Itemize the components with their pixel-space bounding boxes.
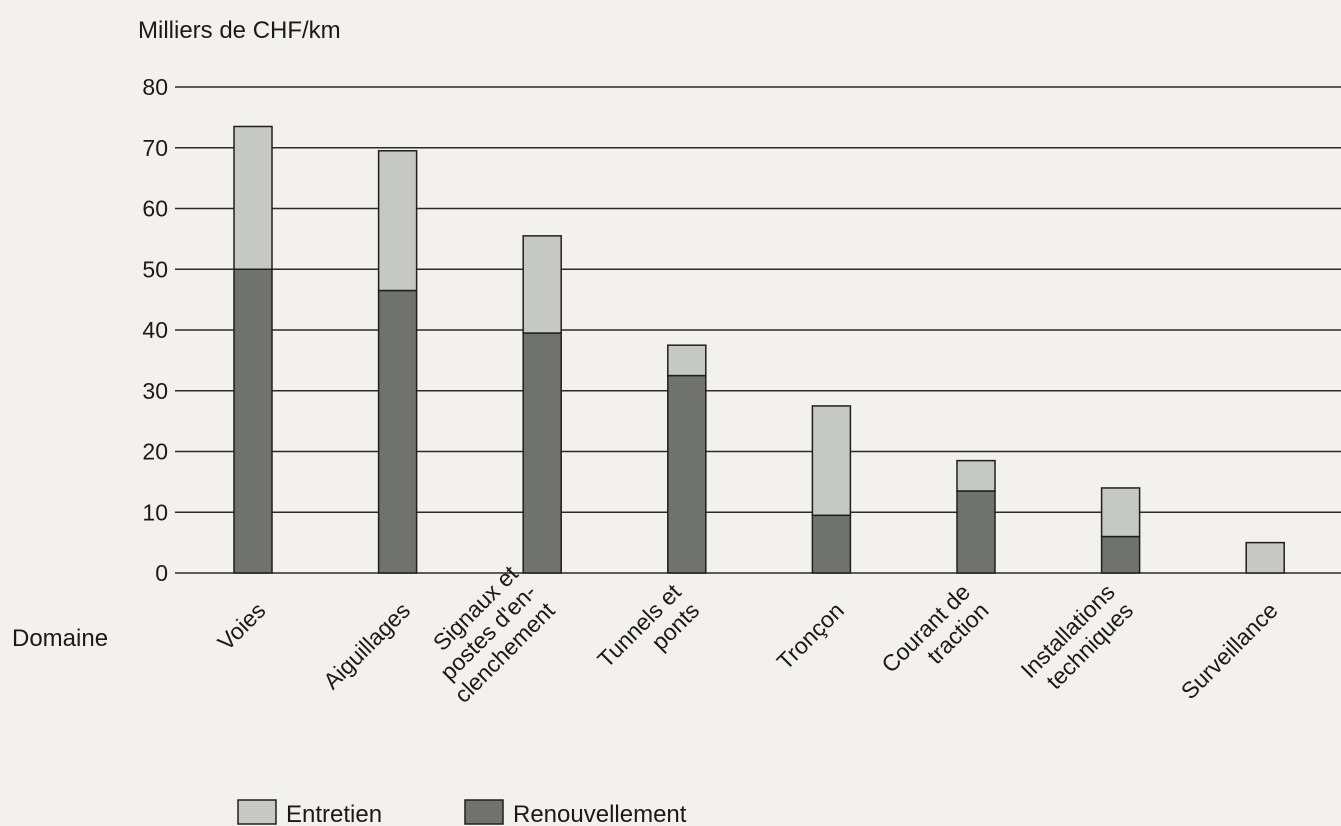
bar-segment-renouvellement bbox=[522, 332, 562, 574]
legend-label-entretien: Entretien bbox=[286, 801, 382, 826]
bar-segment-renouvellement bbox=[377, 289, 418, 574]
category-label: Tronçon bbox=[771, 597, 848, 674]
y-tick-label: 60 bbox=[142, 196, 168, 222]
y-tick-labels: 0 10 20 30 40 50 60 70 80 bbox=[142, 74, 168, 586]
y-tick-label: 30 bbox=[142, 378, 168, 404]
legend: Entretien Renouvellement bbox=[237, 799, 687, 826]
bar-segment-renouvellement bbox=[811, 514, 852, 574]
category-label: Surveillance bbox=[1176, 597, 1283, 704]
y-axis-title: Milliers de CHF/km bbox=[138, 17, 341, 44]
category-label-line: Tronçon bbox=[771, 597, 848, 674]
y-tick-label: 50 bbox=[142, 256, 168, 282]
bar-segment-entretien bbox=[1100, 487, 1141, 538]
y-tick-label: 70 bbox=[142, 135, 168, 161]
bar-segment-entretien bbox=[1245, 541, 1285, 574]
category-label-line: Surveillance bbox=[1176, 597, 1283, 704]
category-label-line: Aiguillages bbox=[318, 597, 415, 694]
y-tick-label: 10 bbox=[142, 499, 168, 525]
bar-segment-entretien bbox=[667, 344, 707, 377]
bar-segment-renouvellement bbox=[1100, 535, 1141, 574]
bar-segment-renouvellement bbox=[667, 374, 707, 574]
bar-segment-renouvellement bbox=[233, 268, 273, 574]
bar-segment-entretien bbox=[811, 405, 852, 517]
y-tick-label: 20 bbox=[142, 439, 168, 465]
y-tick-label: 80 bbox=[142, 74, 168, 100]
legend-label-renouvellement: Renouvellement bbox=[513, 801, 687, 826]
y-tick-label: 0 bbox=[155, 560, 168, 586]
x-axis-title: Domaine bbox=[12, 625, 108, 652]
bar-segment-entretien bbox=[233, 125, 273, 270]
bar-segment-entretien bbox=[377, 150, 418, 292]
category-label-line: Voies bbox=[212, 597, 270, 655]
legend-swatch-renouvellement bbox=[464, 799, 504, 825]
legend-swatch-entretien bbox=[237, 799, 277, 825]
gridlines bbox=[175, 86, 1341, 574]
bar-segment-entretien bbox=[522, 235, 562, 334]
bar-segment-entretien bbox=[956, 459, 996, 492]
bar-segment-renouvellement bbox=[956, 490, 996, 574]
category-label: Aiguillages bbox=[318, 597, 415, 694]
category-label: Voies bbox=[212, 597, 270, 655]
bars bbox=[233, 125, 1285, 574]
y-tick-label: 40 bbox=[142, 317, 168, 343]
